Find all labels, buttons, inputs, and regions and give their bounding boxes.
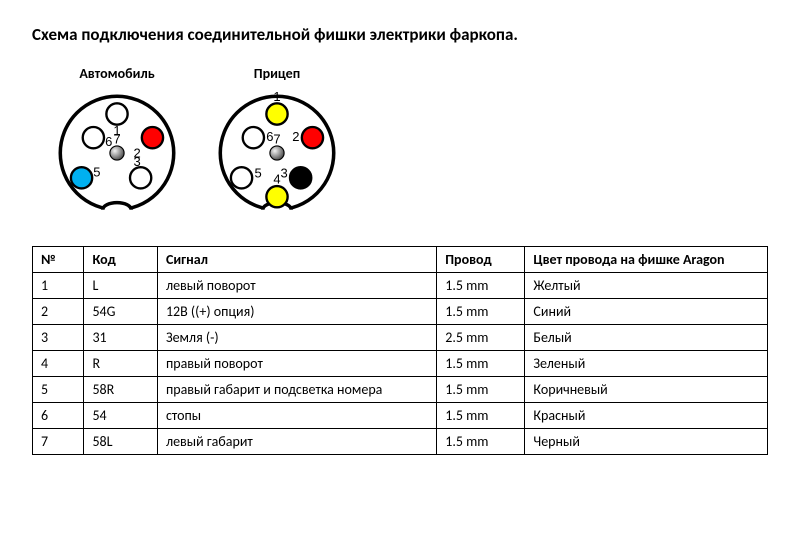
table-cell: L <box>84 273 158 299</box>
pin-5-label: 5 <box>254 166 261 181</box>
table-body: 1Lлевый поворот1.5 mmЖелтый254G12B ((+) … <box>33 273 768 455</box>
page-title: Схема подключения соединительной фишки э… <box>32 24 768 45</box>
table-cell: 1.5 mm <box>437 351 525 377</box>
table-cell: 4 <box>33 351 84 377</box>
col-wire: Провод <box>437 247 525 273</box>
table-cell: 1.5 mm <box>437 299 525 325</box>
table-cell: 7 <box>33 429 84 455</box>
pin-1-circle <box>106 103 127 124</box>
table-cell: 31 <box>84 325 158 351</box>
table-cell: 1.5 mm <box>437 403 525 429</box>
col-code: Код <box>84 247 158 273</box>
pin-7-label: 7 <box>113 131 120 146</box>
pin-5-label: 5 <box>93 165 100 180</box>
pin-7-circle <box>270 146 284 160</box>
table-cell: Зеленый <box>525 351 768 377</box>
connector-trailer: Прицеп 1234567 <box>212 65 342 218</box>
table-cell: 12B ((+) опция) <box>157 299 436 325</box>
table-cell: Белый <box>525 325 768 351</box>
table-cell: 1.5 mm <box>437 429 525 455</box>
pin-3-label: 3 <box>280 166 287 181</box>
table-cell: 58R <box>84 377 158 403</box>
table-cell: 5 <box>33 377 84 403</box>
table-cell: R <box>84 351 158 377</box>
table-row: 758Lлевый габарит1.5 mmЧерный <box>33 429 768 455</box>
pin-6-circle <box>243 127 264 148</box>
pin-1-circle <box>266 103 287 124</box>
table-row: 558Rправый габарит и подсветка номера1.5… <box>33 377 768 403</box>
pin-4-label: 4 <box>273 172 280 187</box>
col-num: № <box>33 247 84 273</box>
pin-5-circle <box>71 167 92 188</box>
table-cell: левый поворот <box>157 273 436 299</box>
connector-trailer-label: Прицеп <box>254 65 300 82</box>
table-cell: 1.5 mm <box>437 377 525 403</box>
table-cell: стопы <box>157 403 436 429</box>
table-cell: правый поворот <box>157 351 436 377</box>
table-cell: Коричневый <box>525 377 768 403</box>
table-row: 331Земля (-)2.5 mmБелый <box>33 325 768 351</box>
pin-5-circle <box>231 167 252 188</box>
table-cell: Красный <box>525 403 768 429</box>
pin-3-label: 3 <box>133 154 140 169</box>
pin-6-circle <box>83 127 104 148</box>
table-cell: 1.5 mm <box>437 273 525 299</box>
table-row: 4Rправый поворот1.5 mmЗеленый <box>33 351 768 377</box>
pin-2-label: 2 <box>292 129 299 144</box>
table-row: 254G12B ((+) опция)1.5 mmСиний <box>33 299 768 325</box>
table-cell: 2 <box>33 299 84 325</box>
table-cell: Желтый <box>525 273 768 299</box>
table-cell: 6 <box>33 403 84 429</box>
pin-7-label: 7 <box>273 131 280 146</box>
pin-3-circle <box>290 167 311 188</box>
connector-car: Автомобиль 123567 <box>52 65 182 218</box>
table-cell: 1 <box>33 273 84 299</box>
pin-1-label: 1 <box>273 89 280 104</box>
table-row: 1Lлевый поворот1.5 mmЖелтый <box>33 273 768 299</box>
connectors-row: Автомобиль 123567 Прицеп 1234567 <box>52 65 768 218</box>
table-cell: 3 <box>33 325 84 351</box>
pin-6-label: 6 <box>105 134 112 149</box>
table-cell: 54 <box>84 403 158 429</box>
connector-car-diagram: 123567 <box>52 88 182 218</box>
pin-7-circle <box>110 146 124 160</box>
table-cell: Черный <box>525 429 768 455</box>
table-row: 654стопы1.5 mmКрасный <box>33 403 768 429</box>
pin-3-circle <box>130 167 151 188</box>
col-color: Цвет провода на фишке Aragon <box>525 247 768 273</box>
pin-4-circle <box>266 186 287 207</box>
table-cell: правый габарит и подсветка номера <box>157 377 436 403</box>
pinout-table: № Код Сигнал Провод Цвет провода на фишк… <box>32 246 768 455</box>
pin-2-circle <box>142 127 163 148</box>
table-cell: Земля (-) <box>157 325 436 351</box>
table-head: № Код Сигнал Провод Цвет провода на фишк… <box>33 247 768 273</box>
table-cell: 2.5 mm <box>437 325 525 351</box>
table-cell: левый габарит <box>157 429 436 455</box>
table-cell: 54G <box>84 299 158 325</box>
pin-2-circle <box>302 127 323 148</box>
connector-trailer-diagram: 1234567 <box>212 88 342 218</box>
col-signal: Сигнал <box>157 247 436 273</box>
table-cell: 58L <box>84 429 158 455</box>
table-cell: Синий <box>525 299 768 325</box>
connector-car-label: Автомобиль <box>79 65 154 82</box>
